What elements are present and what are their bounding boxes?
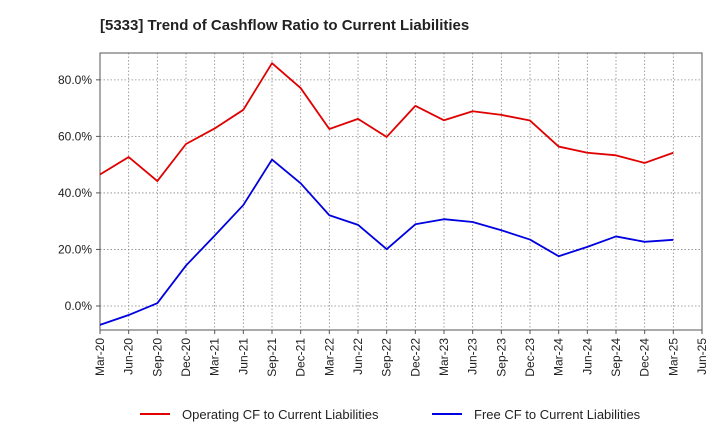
x-tick-label: Jun-23 (466, 338, 480, 375)
x-tick-label: Dec-20 (179, 338, 193, 377)
x-tick-label: Sep-23 (494, 338, 508, 377)
x-tick-label: Mar-22 (322, 338, 336, 376)
x-tick-label: Mar-23 (437, 338, 451, 376)
series-lines (99, 62, 674, 326)
plot-border (99, 52, 703, 331)
legend: Operating CF to Current Liabilities Free … (140, 407, 641, 422)
legend-label: Free CF to Current Liabilities (474, 407, 641, 422)
y-tick-label: 60.0% (58, 129, 92, 143)
y-tick-label: 40.0% (58, 186, 92, 200)
x-tick-label: Sep-20 (150, 338, 164, 377)
x-tick-label: Sep-22 (380, 338, 394, 377)
x-tick-label: Sep-21 (265, 338, 279, 377)
chart-title: [5333] Trend of Cashflow Ratio to Curren… (100, 17, 469, 34)
x-tick-label: Mar-20 (93, 338, 107, 376)
x-tick-label: Jun-21 (236, 338, 250, 375)
x-tick-label: Dec-23 (523, 338, 537, 377)
x-tick-label: Dec-24 (638, 338, 652, 377)
y-tick-label: 20.0% (58, 242, 92, 256)
y-tick-label: 80.0% (58, 73, 92, 87)
y-tick-label: 0.0% (65, 299, 93, 313)
x-tick-label: Jun-20 (122, 338, 136, 375)
series-line-operating-cf (99, 62, 674, 182)
axes: 0.0% 20.0% 40.0% 60.0% 80.0% Mar-20 Jun-20 Sep-… (58, 52, 709, 377)
x-tick-label: Dec-21 (294, 338, 308, 377)
grid (100, 53, 702, 330)
series-line-free-cf (99, 158, 674, 326)
x-tick-label: Jun-24 (580, 338, 594, 375)
x-tick-label: Sep-24 (609, 338, 623, 377)
legend-label: Operating CF to Current Liabilities (182, 407, 379, 422)
x-tick-label: Jun-25 (695, 338, 709, 375)
x-tick-label: Mar-21 (208, 338, 222, 376)
x-tick-label: Mar-25 (666, 338, 680, 376)
x-tick-label: Jun-22 (351, 338, 365, 375)
x-tick-label: Mar-24 (552, 338, 566, 376)
x-tick-label: Dec-22 (408, 338, 422, 377)
